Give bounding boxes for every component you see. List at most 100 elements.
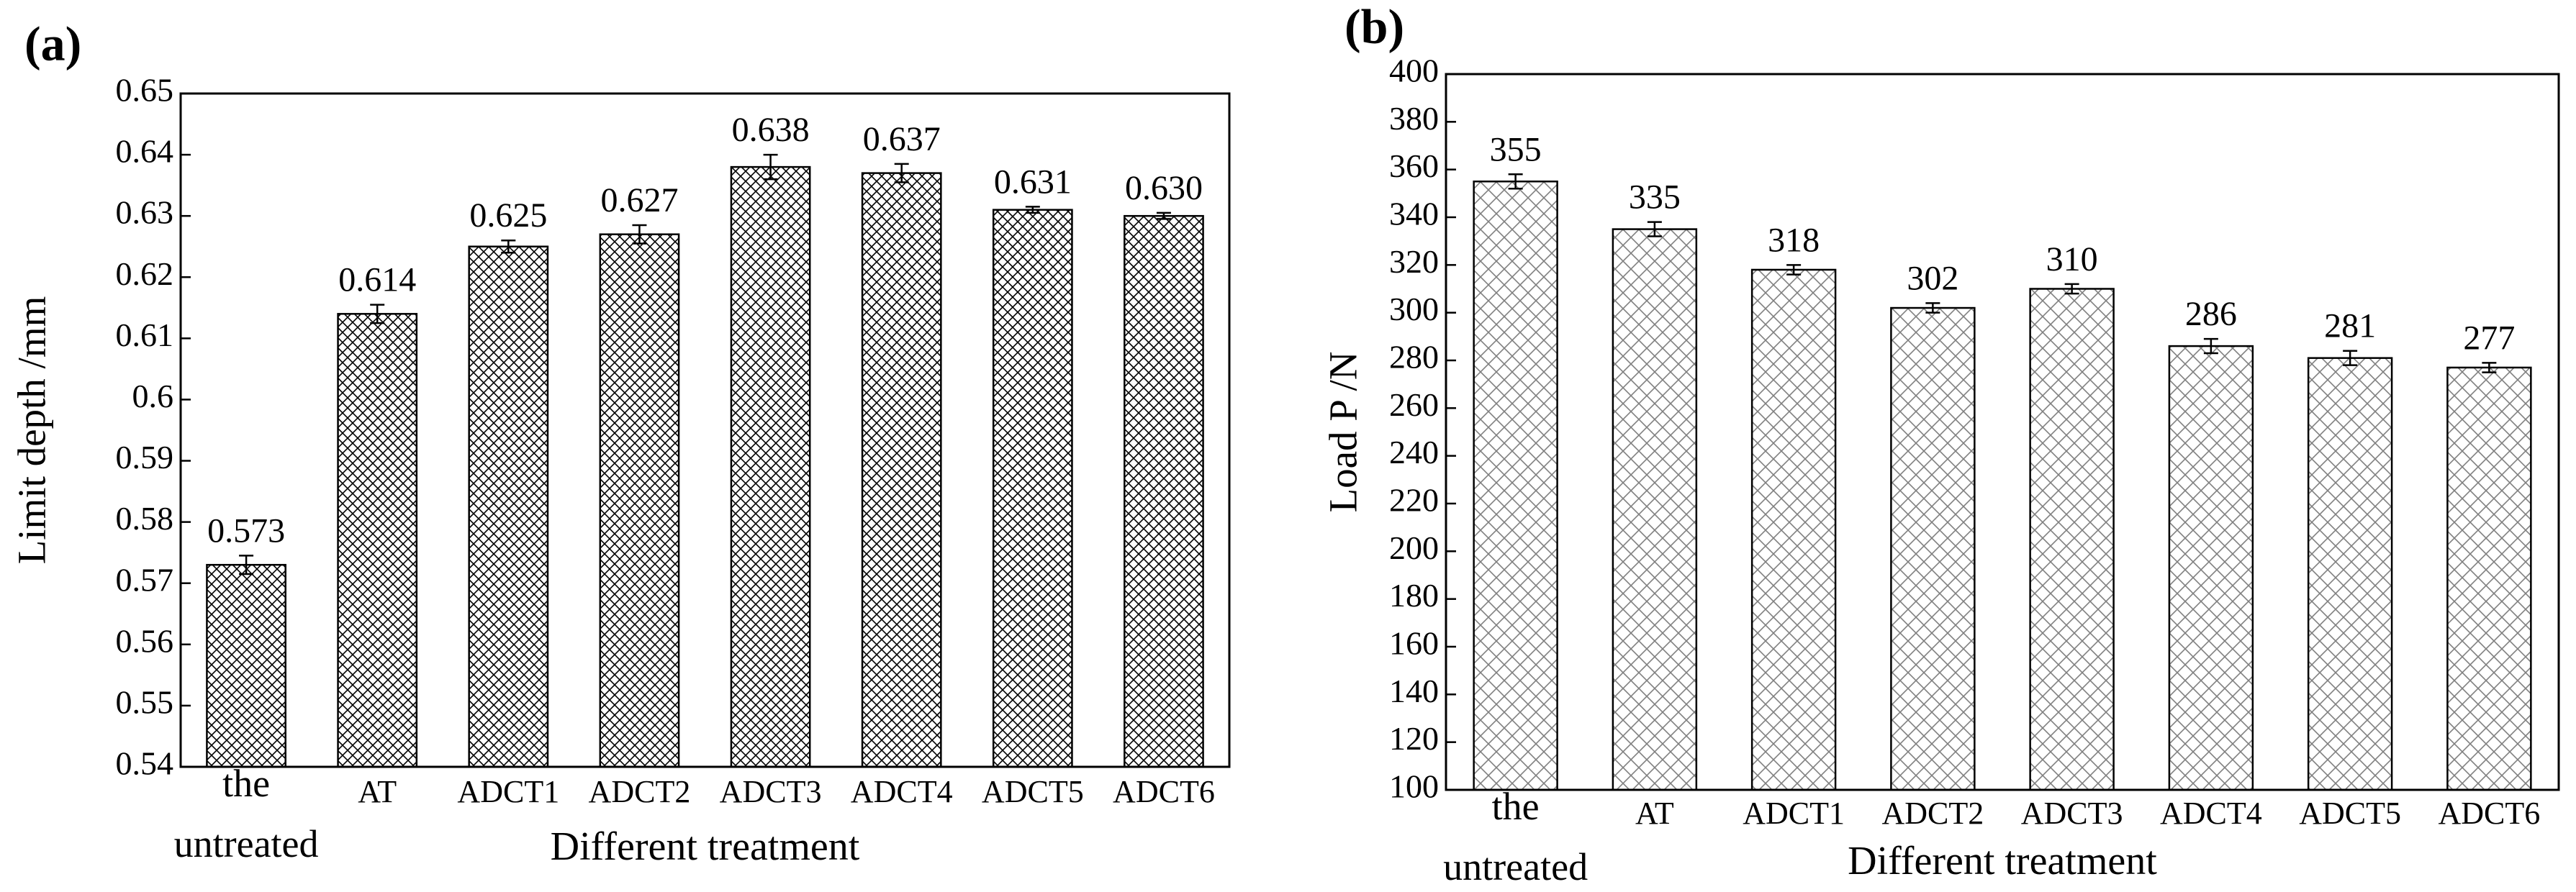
bar [1612,228,1698,791]
x-tick-label: AT [358,774,397,809]
y-tick-label: 400 [1389,53,1439,89]
panel-label: (a) [24,17,81,71]
bar [1750,268,1837,791]
error-bar [1025,206,1040,214]
y-tick-label: 0.57 [116,561,174,598]
x-tick-label: ADCT6 [2438,796,2540,831]
y-tick-label: 0.65 [116,72,174,109]
value-label: 310 [2046,240,2098,278]
x-tick-label: ADCT6 [1113,774,1215,809]
x-tick-line: the [222,762,270,805]
value-label: 277 [2463,319,2515,357]
x-tick-label: ADCT1 [457,774,559,809]
y-tick-label: 0.61 [116,317,174,353]
y-tick-label: 0.55 [116,683,174,720]
error-bar [1925,302,1940,314]
x-tick-label: ADCT2 [589,774,691,809]
error-bar [239,555,254,575]
y-tick-label: 340 [1389,196,1439,232]
error-bar [632,224,647,245]
value-label: 0.637 [863,120,941,158]
bar [861,172,942,768]
y-tick-label: 380 [1389,100,1439,137]
x-tick-label: ADCT5 [2299,796,2401,831]
y-tick-label: 160 [1389,625,1439,662]
error-bar [2203,337,2218,355]
bar [992,209,1073,768]
y-tick-label: 300 [1389,291,1439,327]
value-label: 0.638 [732,111,810,149]
y-axis-title: Load P /N [1321,351,1365,512]
error-bar [1156,211,1171,220]
y-tick-label: 260 [1389,386,1439,423]
x-tick-label: ADCT4 [2160,796,2262,831]
y-tick-label: 360 [1389,147,1439,184]
bar [2029,288,2115,791]
y-tick-label: 120 [1389,720,1439,757]
x-tick-line: untreated [174,822,319,865]
x-tick-label: ADCT3 [2021,796,2123,831]
x-tick-label: the untreated [174,762,319,865]
x-tick-label: the untreated [1443,785,1588,888]
value-label: 281 [2324,307,2376,345]
value-label: 335 [1629,178,1681,217]
bar [2307,357,2393,791]
bar [1890,306,1976,791]
bar [468,245,549,768]
x-tick-label: ADCT3 [720,774,822,809]
error-bar [763,153,778,181]
error-bar [2064,283,2079,295]
bar [599,233,680,768]
error-bar [1508,173,1523,190]
x-axis-title: Different treatment [1848,839,2157,883]
bar [730,165,811,768]
y-tick-label: 220 [1389,482,1439,519]
bar [206,563,286,768]
plot-frame [1445,73,2560,791]
value-label: 0.627 [600,181,678,219]
error-bar [2343,350,2358,366]
y-tick-label: 320 [1389,243,1439,280]
x-tick-label: ADCT1 [1743,796,1845,831]
y-tick-label: 280 [1389,339,1439,376]
value-label: 286 [2185,295,2237,333]
y-tick-label: 180 [1389,577,1439,614]
bar [337,313,418,768]
x-tick-label: ADCT2 [1881,796,1984,831]
bar [1473,181,1558,791]
value-label: 318 [1768,221,1820,259]
y-axis-title: Limit depth /mm [10,296,54,565]
panel-label: (b) [1345,0,1404,54]
y-tick-label: 100 [1389,768,1439,805]
error-bar [370,304,385,324]
x-tick-label: AT [1635,796,1674,831]
y-tick-label: 0.56 [116,622,174,659]
x-tick-line: the [1492,785,1540,828]
error-bar [894,163,909,183]
y-tick-label: 0.6 [132,378,174,414]
bar [2168,345,2254,791]
value-label: 355 [1490,130,1542,168]
x-tick-label: ADCT5 [982,774,1084,809]
plot-frame [179,92,1231,768]
bar [2446,366,2532,791]
y-tick-label: 0.62 [116,255,174,292]
error-bar [2482,362,2497,373]
y-tick-label: 140 [1389,673,1439,709]
y-tick-label: 0.58 [116,500,174,537]
x-tick-line: untreated [1443,845,1588,888]
error-bar [501,239,516,254]
bar [1124,214,1204,768]
value-label: 0.573 [207,511,285,550]
x-tick-label: ADCT4 [851,774,953,809]
value-label: 302 [1907,259,1958,297]
x-axis-title: Different treatment [551,824,860,869]
y-tick-label: 0.64 [116,133,174,170]
value-label: 0.630 [1125,169,1203,207]
y-tick-label: 200 [1389,529,1439,566]
y-tick-label: 240 [1389,434,1439,470]
value-label: 0.631 [994,163,1072,201]
error-bar [1786,264,1802,276]
value-label: 0.625 [469,196,547,235]
